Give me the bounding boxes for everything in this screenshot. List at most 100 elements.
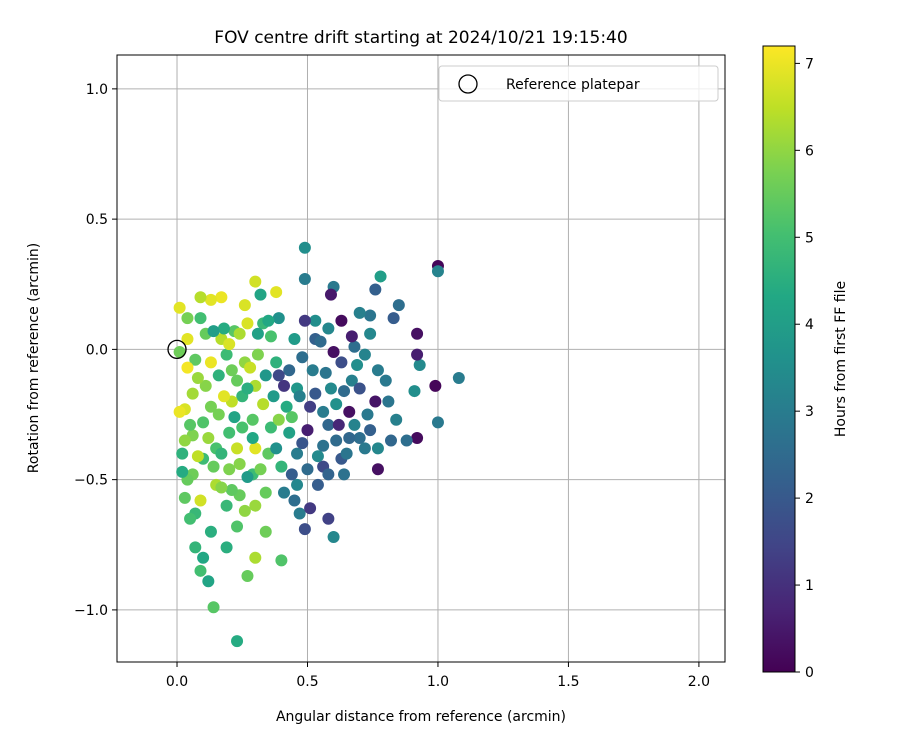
data-point	[270, 356, 283, 369]
colorbar: 0 1 2 3 4 5 6 7 Hours from first FF file	[762, 45, 849, 681]
data-point	[181, 332, 194, 345]
data-point	[238, 299, 251, 312]
data-point	[285, 468, 298, 481]
data-point	[411, 327, 424, 340]
data-point	[296, 351, 309, 364]
data-point	[231, 635, 244, 648]
data-point	[254, 463, 267, 476]
data-point	[225, 364, 238, 377]
data-point	[236, 421, 249, 434]
data-point	[173, 345, 186, 358]
data-point	[317, 439, 330, 452]
data-point	[184, 418, 197, 431]
chart-title: FOV centre drift starting at 2024/10/21 …	[214, 28, 627, 48]
data-point	[340, 447, 353, 460]
data-point	[298, 273, 311, 286]
data-point	[364, 327, 377, 340]
data-point	[288, 332, 301, 345]
data-point	[249, 499, 262, 512]
data-point	[348, 340, 361, 353]
data-point	[304, 400, 317, 413]
data-point	[223, 338, 236, 351]
data-point	[220, 541, 233, 554]
data-point	[374, 270, 387, 283]
data-point	[309, 314, 322, 327]
colorbar-tick-label: 3	[805, 404, 814, 420]
data-point	[353, 306, 366, 319]
data-point	[431, 265, 444, 278]
data-point	[379, 374, 392, 387]
colorbar-tick-label: 2	[805, 491, 814, 507]
data-point	[345, 374, 358, 387]
data-point	[351, 359, 364, 372]
data-point	[324, 288, 337, 301]
data-point	[212, 369, 225, 382]
data-point	[225, 484, 238, 497]
data-point	[343, 431, 356, 444]
data-point	[429, 379, 442, 392]
x-axis-label: Angular distance from reference (arcmin)	[276, 709, 566, 725]
data-point	[298, 314, 311, 327]
data-point	[257, 398, 270, 411]
data-point	[364, 309, 377, 322]
data-point	[322, 512, 335, 525]
data-point	[298, 523, 311, 536]
data-point	[207, 460, 220, 473]
data-point	[330, 434, 343, 447]
data-point	[291, 478, 304, 491]
data-point	[311, 478, 324, 491]
data-point	[343, 405, 356, 418]
legend-label-reference: Reference platepar	[506, 77, 640, 93]
colorbar-label: Hours from first FF file	[833, 281, 849, 437]
data-point	[207, 325, 220, 338]
data-point	[186, 387, 199, 400]
data-point	[197, 416, 210, 429]
data-point	[335, 314, 348, 327]
data-point	[181, 312, 194, 325]
data-point	[283, 426, 296, 439]
data-point	[184, 512, 197, 525]
data-point	[262, 314, 275, 327]
data-point	[249, 442, 262, 455]
data-point	[251, 327, 264, 340]
data-point	[275, 554, 288, 567]
data-point	[204, 400, 217, 413]
data-point	[267, 390, 280, 403]
data-point	[280, 400, 293, 413]
data-point	[251, 348, 264, 361]
data-point	[387, 312, 400, 325]
colorbar-tick-label: 0	[805, 665, 814, 681]
x-tick-label: 0.0	[166, 674, 188, 690]
data-point	[264, 330, 277, 343]
data-point	[411, 431, 424, 444]
data-point	[288, 494, 301, 507]
data-point	[220, 348, 233, 361]
data-point	[371, 463, 384, 476]
data-point	[361, 408, 374, 421]
data-point	[231, 442, 244, 455]
data-point	[338, 385, 351, 398]
y-tick-label: 1.0	[86, 82, 108, 98]
data-point	[215, 291, 228, 304]
data-point	[309, 387, 322, 400]
data-point	[314, 335, 327, 348]
data-point	[191, 450, 204, 463]
data-point	[283, 364, 296, 377]
data-point	[233, 458, 246, 471]
legend-box	[438, 65, 719, 102]
data-point	[212, 408, 225, 421]
data-point	[241, 317, 254, 330]
data-point	[272, 369, 285, 382]
data-point	[390, 413, 403, 426]
data-point	[348, 418, 361, 431]
data-point	[291, 447, 304, 460]
data-point	[204, 293, 217, 306]
data-point	[178, 491, 191, 504]
data-point	[215, 447, 228, 460]
data-point	[322, 322, 335, 335]
data-point	[324, 382, 337, 395]
data-point	[304, 502, 317, 515]
data-point	[369, 395, 382, 408]
data-point	[178, 434, 191, 447]
